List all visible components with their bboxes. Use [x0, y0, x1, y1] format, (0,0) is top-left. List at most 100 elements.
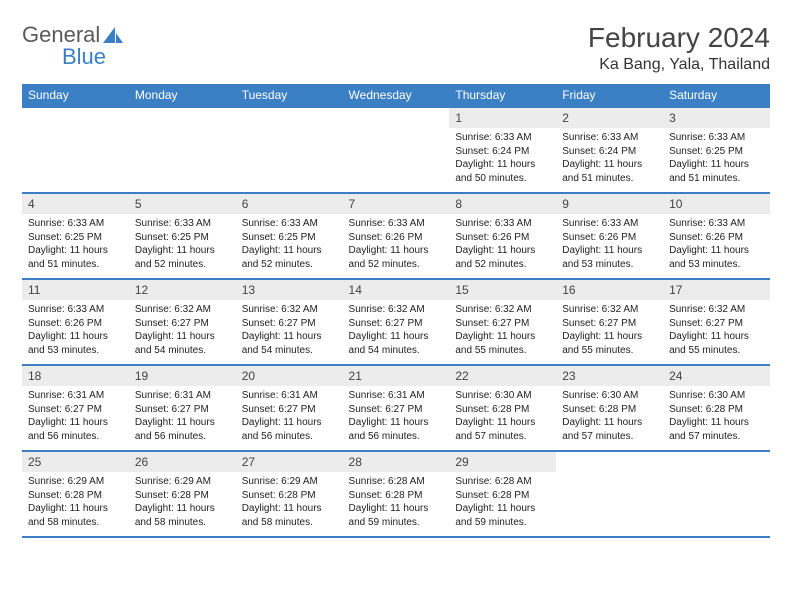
day-cell-15: 15Sunrise: 6:32 AMSunset: 6:27 PMDayligh… — [449, 279, 556, 365]
day-number: 10 — [663, 194, 770, 214]
day-number: 26 — [129, 452, 236, 472]
calendar-row: 1Sunrise: 6:33 AMSunset: 6:24 PMDaylight… — [22, 107, 770, 193]
brand-sail-icon — [102, 26, 124, 44]
day-details: Sunrise: 6:33 AMSunset: 6:24 PMDaylight:… — [556, 128, 663, 189]
day-details: Sunrise: 6:32 AMSunset: 6:27 PMDaylight:… — [236, 300, 343, 361]
day-cell-empty — [236, 107, 343, 193]
day-details: Sunrise: 6:31 AMSunset: 6:27 PMDaylight:… — [343, 386, 450, 447]
day-cell-20: 20Sunrise: 6:31 AMSunset: 6:27 PMDayligh… — [236, 365, 343, 451]
day-number: 19 — [129, 366, 236, 386]
day-cell-10: 10Sunrise: 6:33 AMSunset: 6:26 PMDayligh… — [663, 193, 770, 279]
weekday-thursday: Thursday — [449, 84, 556, 107]
day-cell-16: 16Sunrise: 6:32 AMSunset: 6:27 PMDayligh… — [556, 279, 663, 365]
day-cell-5: 5Sunrise: 6:33 AMSunset: 6:25 PMDaylight… — [129, 193, 236, 279]
day-cell-28: 28Sunrise: 6:28 AMSunset: 6:28 PMDayligh… — [343, 451, 450, 537]
day-cell-empty — [556, 451, 663, 537]
day-cell-4: 4Sunrise: 6:33 AMSunset: 6:25 PMDaylight… — [22, 193, 129, 279]
month-title: February 2024 — [588, 22, 770, 54]
weekday-tuesday: Tuesday — [236, 84, 343, 107]
day-details: Sunrise: 6:33 AMSunset: 6:24 PMDaylight:… — [449, 128, 556, 189]
day-cell-11: 11Sunrise: 6:33 AMSunset: 6:26 PMDayligh… — [22, 279, 129, 365]
day-number: 3 — [663, 108, 770, 128]
day-cell-21: 21Sunrise: 6:31 AMSunset: 6:27 PMDayligh… — [343, 365, 450, 451]
day-cell-7: 7Sunrise: 6:33 AMSunset: 6:26 PMDaylight… — [343, 193, 450, 279]
day-cell-23: 23Sunrise: 6:30 AMSunset: 6:28 PMDayligh… — [556, 365, 663, 451]
day-number: 29 — [449, 452, 556, 472]
day-cell-13: 13Sunrise: 6:32 AMSunset: 6:27 PMDayligh… — [236, 279, 343, 365]
day-cell-empty — [663, 451, 770, 537]
day-number: 18 — [22, 366, 129, 386]
day-number: 28 — [343, 452, 450, 472]
day-cell-29: 29Sunrise: 6:28 AMSunset: 6:28 PMDayligh… — [449, 451, 556, 537]
day-details: Sunrise: 6:30 AMSunset: 6:28 PMDaylight:… — [663, 386, 770, 447]
day-number: 16 — [556, 280, 663, 300]
day-number: 7 — [343, 194, 450, 214]
day-cell-2: 2Sunrise: 6:33 AMSunset: 6:24 PMDaylight… — [556, 107, 663, 193]
day-number: 24 — [663, 366, 770, 386]
day-number: 5 — [129, 194, 236, 214]
calendar-row: 18Sunrise: 6:31 AMSunset: 6:27 PMDayligh… — [22, 365, 770, 451]
day-details: Sunrise: 6:31 AMSunset: 6:27 PMDaylight:… — [129, 386, 236, 447]
day-details: Sunrise: 6:28 AMSunset: 6:28 PMDaylight:… — [449, 472, 556, 533]
day-details: Sunrise: 6:28 AMSunset: 6:28 PMDaylight:… — [343, 472, 450, 533]
day-number: 15 — [449, 280, 556, 300]
calendar-table: SundayMondayTuesdayWednesdayThursdayFrid… — [22, 84, 770, 538]
day-number: 21 — [343, 366, 450, 386]
day-details: Sunrise: 6:31 AMSunset: 6:27 PMDaylight:… — [22, 386, 129, 447]
location-subtitle: Ka Bang, Yala, Thailand — [588, 56, 770, 74]
day-details: Sunrise: 6:29 AMSunset: 6:28 PMDaylight:… — [22, 472, 129, 533]
day-details: Sunrise: 6:32 AMSunset: 6:27 PMDaylight:… — [343, 300, 450, 361]
day-cell-empty — [343, 107, 450, 193]
weekday-sunday: Sunday — [22, 84, 129, 107]
day-details: Sunrise: 6:33 AMSunset: 6:26 PMDaylight:… — [22, 300, 129, 361]
day-number: 2 — [556, 108, 663, 128]
day-details: Sunrise: 6:29 AMSunset: 6:28 PMDaylight:… — [236, 472, 343, 533]
day-details: Sunrise: 6:33 AMSunset: 6:26 PMDaylight:… — [343, 214, 450, 275]
weekday-wednesday: Wednesday — [343, 84, 450, 107]
calendar-row: 25Sunrise: 6:29 AMSunset: 6:28 PMDayligh… — [22, 451, 770, 537]
day-number: 25 — [22, 452, 129, 472]
day-cell-1: 1Sunrise: 6:33 AMSunset: 6:24 PMDaylight… — [449, 107, 556, 193]
day-details: Sunrise: 6:30 AMSunset: 6:28 PMDaylight:… — [449, 386, 556, 447]
day-number: 17 — [663, 280, 770, 300]
day-number: 22 — [449, 366, 556, 386]
day-details: Sunrise: 6:33 AMSunset: 6:26 PMDaylight:… — [663, 214, 770, 275]
day-cell-26: 26Sunrise: 6:29 AMSunset: 6:28 PMDayligh… — [129, 451, 236, 537]
day-details: Sunrise: 6:33 AMSunset: 6:26 PMDaylight:… — [449, 214, 556, 275]
day-details: Sunrise: 6:32 AMSunset: 6:27 PMDaylight:… — [129, 300, 236, 361]
day-cell-22: 22Sunrise: 6:30 AMSunset: 6:28 PMDayligh… — [449, 365, 556, 451]
day-details: Sunrise: 6:33 AMSunset: 6:25 PMDaylight:… — [22, 214, 129, 275]
day-cell-27: 27Sunrise: 6:29 AMSunset: 6:28 PMDayligh… — [236, 451, 343, 537]
day-details: Sunrise: 6:33 AMSunset: 6:25 PMDaylight:… — [663, 128, 770, 189]
weekday-monday: Monday — [129, 84, 236, 107]
day-details: Sunrise: 6:33 AMSunset: 6:26 PMDaylight:… — [556, 214, 663, 275]
day-number: 4 — [22, 194, 129, 214]
day-details: Sunrise: 6:29 AMSunset: 6:28 PMDaylight:… — [129, 472, 236, 533]
day-cell-19: 19Sunrise: 6:31 AMSunset: 6:27 PMDayligh… — [129, 365, 236, 451]
day-details: Sunrise: 6:32 AMSunset: 6:27 PMDaylight:… — [663, 300, 770, 361]
day-cell-25: 25Sunrise: 6:29 AMSunset: 6:28 PMDayligh… — [22, 451, 129, 537]
day-cell-24: 24Sunrise: 6:30 AMSunset: 6:28 PMDayligh… — [663, 365, 770, 451]
day-cell-17: 17Sunrise: 6:32 AMSunset: 6:27 PMDayligh… — [663, 279, 770, 365]
day-number: 14 — [343, 280, 450, 300]
day-details: Sunrise: 6:30 AMSunset: 6:28 PMDaylight:… — [556, 386, 663, 447]
day-cell-empty — [22, 107, 129, 193]
page-header: General February 2024 Ka Bang, Yala, Tha… — [22, 22, 770, 74]
day-cell-empty — [129, 107, 236, 193]
day-cell-12: 12Sunrise: 6:32 AMSunset: 6:27 PMDayligh… — [129, 279, 236, 365]
calendar-row: 11Sunrise: 6:33 AMSunset: 6:26 PMDayligh… — [22, 279, 770, 365]
day-cell-3: 3Sunrise: 6:33 AMSunset: 6:25 PMDaylight… — [663, 107, 770, 193]
day-number: 23 — [556, 366, 663, 386]
day-number: 9 — [556, 194, 663, 214]
day-number: 13 — [236, 280, 343, 300]
weekday-header-row: SundayMondayTuesdayWednesdayThursdayFrid… — [22, 84, 770, 107]
calendar-body: 1Sunrise: 6:33 AMSunset: 6:24 PMDaylight… — [22, 107, 770, 537]
day-details: Sunrise: 6:32 AMSunset: 6:27 PMDaylight:… — [556, 300, 663, 361]
day-number: 8 — [449, 194, 556, 214]
day-details: Sunrise: 6:33 AMSunset: 6:25 PMDaylight:… — [236, 214, 343, 275]
day-number: 1 — [449, 108, 556, 128]
day-number: 11 — [22, 280, 129, 300]
day-cell-6: 6Sunrise: 6:33 AMSunset: 6:25 PMDaylight… — [236, 193, 343, 279]
day-cell-8: 8Sunrise: 6:33 AMSunset: 6:26 PMDaylight… — [449, 193, 556, 279]
weekday-friday: Friday — [556, 84, 663, 107]
